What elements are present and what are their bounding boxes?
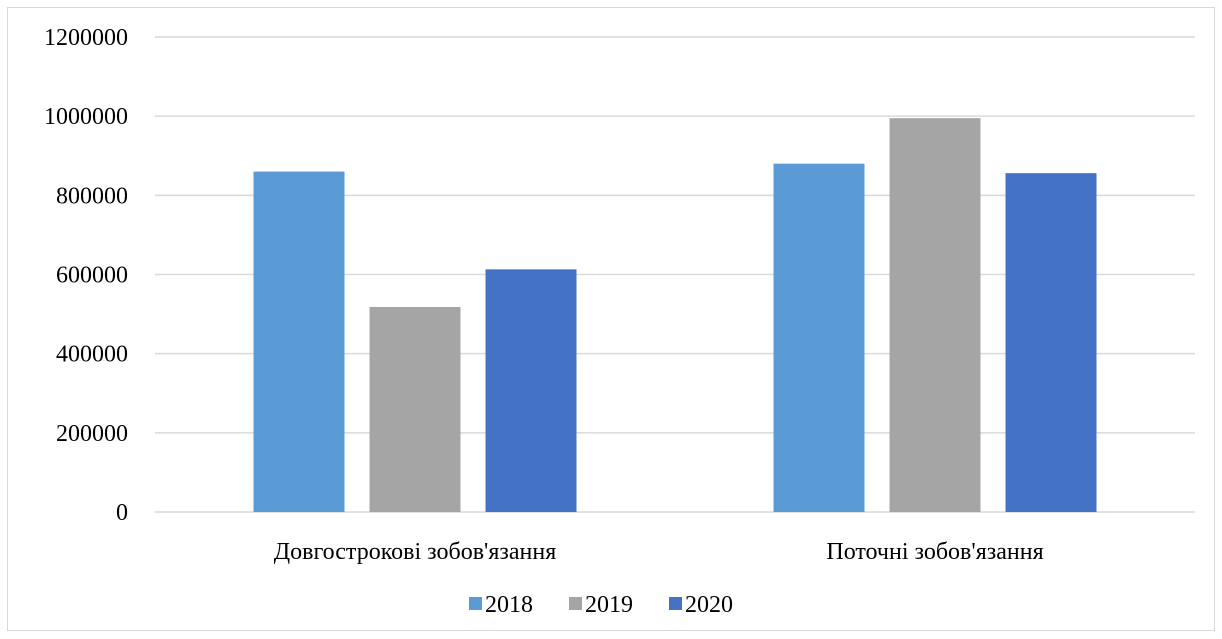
bar-2018-1 [253,171,345,513]
bar-2018-2 [773,163,865,512]
y-tick-label: 600000 [56,263,128,289]
legend-swatch [469,597,482,610]
legend-swatch [569,597,582,610]
legend-label: 2020 [685,592,733,618]
y-tick-label: 1000000 [44,104,128,130]
bar-2019-2 [889,118,981,512]
y-axis-ticks: 0 200000 400000 600000 800000 1000000 1200000 [44,25,128,526]
legend-label: 2019 [585,592,633,618]
legend-item-2018: 2018 [469,592,533,618]
y-tick-label: 200000 [56,421,128,447]
bars [253,118,1097,513]
legend-item-2020: 2020 [669,592,733,618]
bar-2020-1 [485,269,577,512]
category-label: Довгострокові зобов'язання [274,539,557,565]
x-axis-categories: Довгострокові зобов'язання Поточні зобов'… [274,539,1044,565]
y-tick-label: 0 [116,500,128,526]
legend: 2018 2019 2020 [469,592,733,618]
legend-label: 2018 [485,592,533,618]
bar-2019-1 [369,306,461,512]
bar-2020-2 [1005,173,1097,512]
legend-item-2019: 2019 [569,592,633,618]
legend-swatch [669,597,682,610]
category-label: Поточні зобов'язання [826,539,1043,565]
y-tick-label: 400000 [56,342,128,368]
y-tick-label: 800000 [56,183,128,209]
y-tick-label: 1200000 [44,25,128,51]
